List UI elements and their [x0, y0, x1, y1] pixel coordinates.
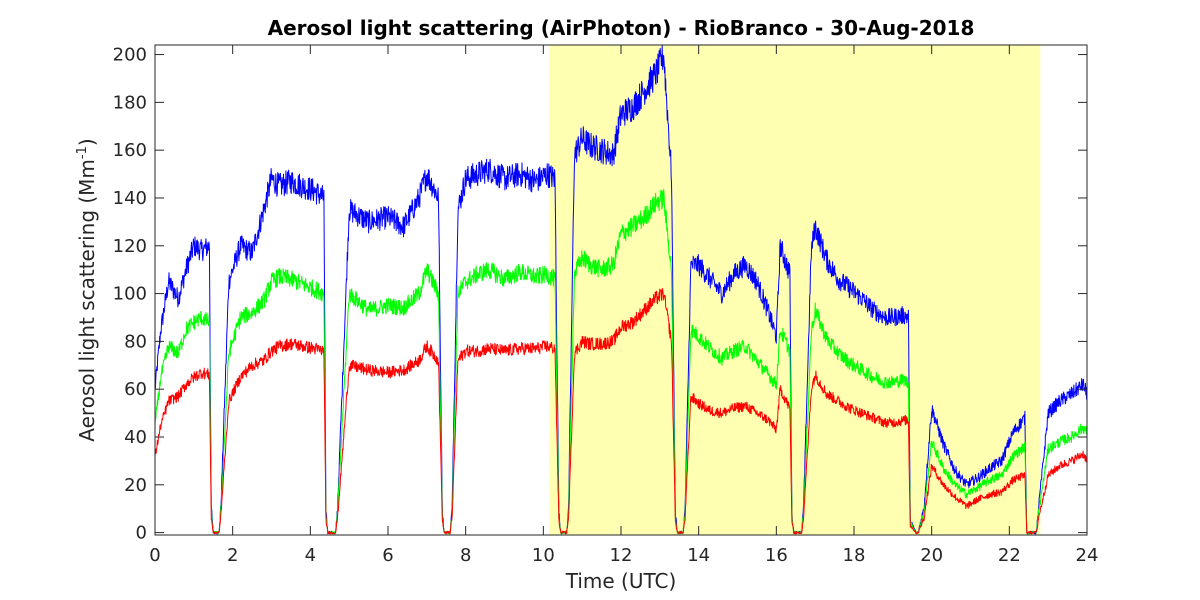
- x-tick-label: 14: [687, 545, 710, 566]
- series-layer: [154, 44, 1088, 535]
- y-tick-label: 140: [113, 188, 147, 209]
- y-tick-label: 160: [113, 140, 147, 161]
- y-axis-title: Aerosol light scattering (Mm-1): [75, 138, 99, 441]
- x-tick-label: 12: [610, 545, 633, 566]
- x-tick-label: 0: [149, 545, 160, 566]
- x-tick-label: 24: [1076, 545, 1099, 566]
- y-axis-title-close: ): [75, 138, 99, 146]
- y-tick-label: 20: [124, 475, 147, 496]
- chart-title: Aerosol light scattering (AirPhoton) - R…: [268, 16, 975, 40]
- y-axis-title-superscript: -1: [75, 146, 90, 159]
- x-tick-label: 2: [227, 545, 238, 566]
- x-tick-label: 10: [532, 545, 555, 566]
- series-line-2: [154, 188, 1088, 535]
- x-axis-title: Time (UTC): [565, 569, 677, 593]
- series-line-1: [154, 44, 1088, 535]
- x-tick-label: 20: [920, 545, 943, 566]
- series-line-3: [154, 288, 1088, 535]
- y-tick-label: 40: [124, 427, 147, 448]
- y-tick-label: 200: [113, 45, 147, 66]
- y-axis-title-main: Aerosol light scattering (Mm: [75, 159, 99, 442]
- x-tick-label: 16: [765, 545, 788, 566]
- x-tick-label: 8: [460, 545, 471, 566]
- y-tick-label: 100: [113, 284, 147, 305]
- ticks-layer: 0 2 4 6 8 10 12 14 16 18 20 22 240204060801001201401…: [113, 45, 1099, 566]
- highlight-region: [549, 45, 1041, 535]
- y-tick-label: 180: [113, 92, 147, 113]
- x-tick-label: 18: [843, 545, 866, 566]
- y-tick-label: 60: [124, 379, 147, 400]
- y-tick-label: 80: [124, 331, 147, 352]
- y-tick-label: 0: [136, 523, 147, 544]
- x-tick-label: 4: [305, 545, 316, 566]
- x-tick-label: 6: [382, 545, 393, 566]
- x-tick-label: 22: [998, 545, 1021, 566]
- y-tick-label: 120: [113, 236, 147, 257]
